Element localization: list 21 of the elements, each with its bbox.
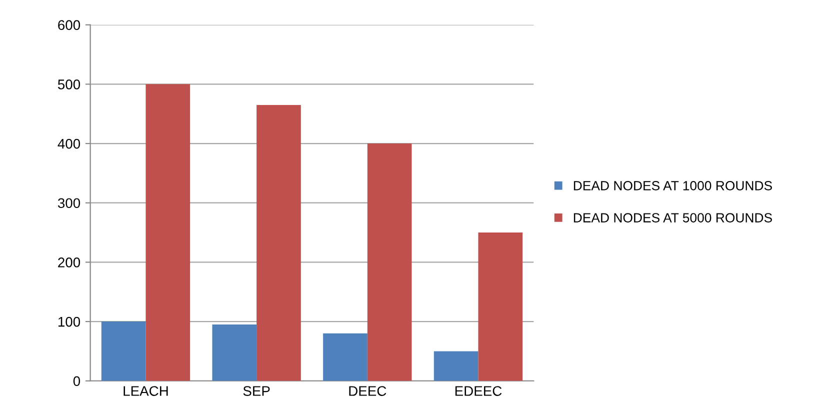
y-tick-label: 600 <box>58 20 80 30</box>
bar <box>101 322 146 381</box>
y-tick-label: 500 <box>58 80 80 90</box>
y-tick-label: 400 <box>58 138 80 149</box>
bar <box>434 351 478 381</box>
y-tick-label: 200 <box>58 258 80 268</box>
x-tick-label: DEEC <box>349 386 386 396</box>
bar <box>256 104 301 381</box>
bar <box>478 232 523 381</box>
y-tick-label: 0 <box>73 376 80 386</box>
x-tick-label: LEACH <box>124 386 168 396</box>
bar <box>146 84 190 381</box>
x-tick-label: EDEEC <box>455 386 502 396</box>
y-tick-label: 300 <box>58 198 80 208</box>
bar <box>367 144 412 381</box>
bar <box>212 324 257 381</box>
legend-label: DEAD NODES AT 5000 ROUNDS <box>574 213 772 222</box>
legend-label: DEAD NODES AT 1000 ROUNDS <box>574 181 772 190</box>
y-tick-label: 100 <box>58 316 80 327</box>
x-tick-label: SEP <box>243 386 270 396</box>
bar <box>323 333 368 381</box>
